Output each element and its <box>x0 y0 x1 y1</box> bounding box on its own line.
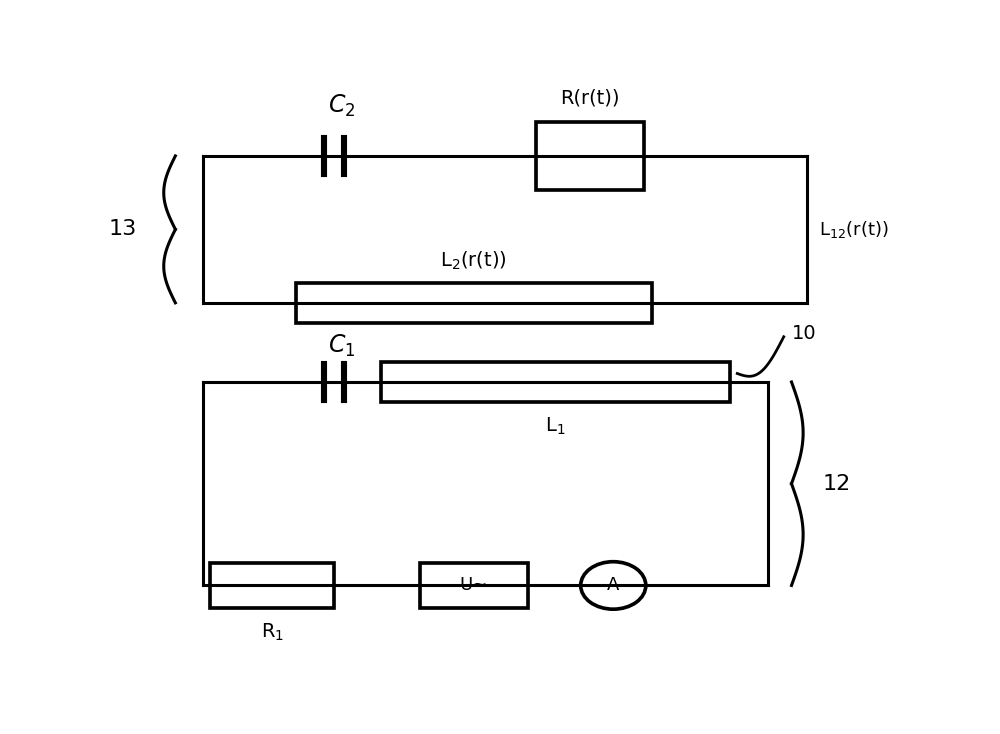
Text: 10: 10 <box>792 324 816 344</box>
Bar <box>381 362 730 401</box>
Circle shape <box>581 562 646 609</box>
Text: U~: U~ <box>460 576 488 595</box>
Text: C$_2$: C$_2$ <box>328 93 356 119</box>
Bar <box>420 563 528 608</box>
Text: A: A <box>607 576 619 595</box>
Text: L$_1$: L$_1$ <box>545 416 565 437</box>
Text: 13: 13 <box>108 219 137 239</box>
Bar <box>296 283 652 323</box>
Text: 12: 12 <box>822 473 851 494</box>
Bar <box>210 563 334 608</box>
Text: C$_1$: C$_1$ <box>328 333 356 360</box>
Text: L$_{12}$(r(t)): L$_{12}$(r(t)) <box>819 219 888 240</box>
Text: R$_1$: R$_1$ <box>261 622 284 644</box>
Text: R(r(t)): R(r(t)) <box>560 89 620 108</box>
Text: L$_2$(r(t)): L$_2$(r(t)) <box>440 250 507 272</box>
Bar <box>536 122 644 190</box>
